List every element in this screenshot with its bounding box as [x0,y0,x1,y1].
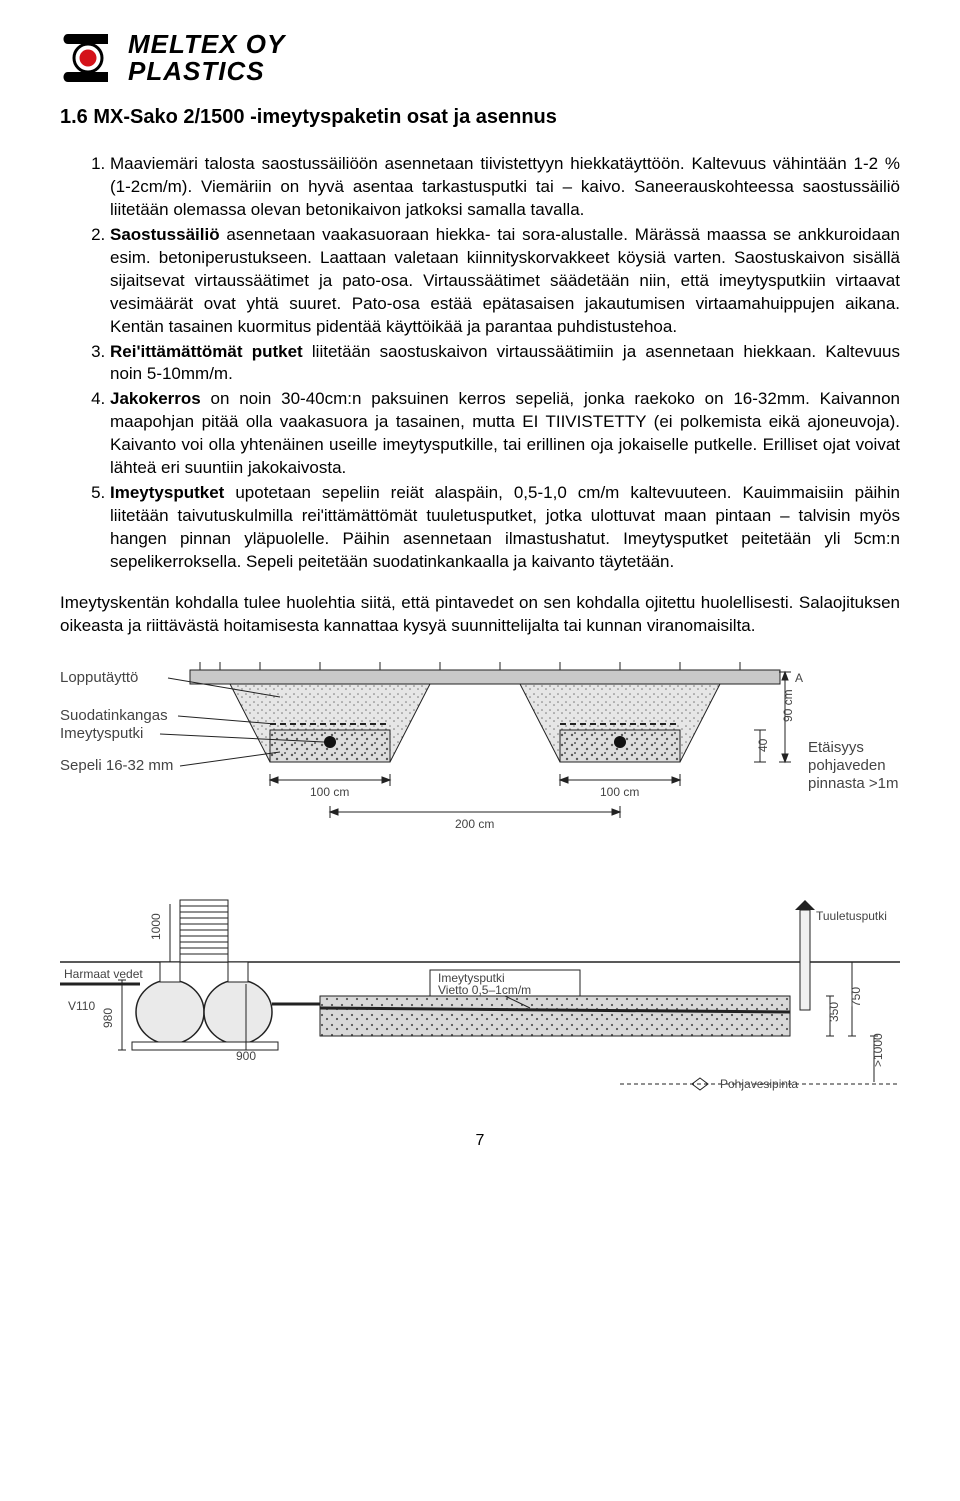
list-item: Imeytysputket upotetaan sepeliin reiät a… [110,482,900,574]
instruction-list: Maaviemäri talosta saostussäiliöön asenn… [60,153,900,574]
d980: 980 [101,1007,115,1027]
diagram-cross-section: Lopputäyttö Suodatinkangas Imeytysputki … [60,652,900,862]
dim-100b: 100 cm [600,785,639,799]
label-vietto: Vietto 0,5–1cm/m [438,983,531,997]
d1000: 1000 [149,913,163,940]
cross-section-svg: Lopputäyttö Suodatinkangas Imeytysputki … [60,652,900,857]
step-lead-bold: Jakokerros [110,389,201,408]
dim-200: 200 cm [455,817,494,831]
document-page: MELTEX OY PLASTICS 1.6 MX-Sako 2/1500 -i… [0,0,960,1180]
d750: 750 [849,986,863,1006]
d1000b: >1000 [871,1033,885,1067]
label-sepeli: Sepeli 16-32 mm [60,757,173,774]
dim-40: 40 [756,738,770,752]
et1: Etäisyys [808,739,864,756]
label-tuuletus: Tuuletusputki [816,909,887,923]
step-text: on noin 30-40cm:n paksuinen kerros sepel… [110,389,900,477]
step-lead-bold: Imeytysputket [110,483,224,502]
closing-paragraph: Imeytyskentän kohdalla tulee huolehtia s… [60,592,900,638]
diagram-side-view: Harmaat vedet V110 980 1000 900 [60,882,900,1102]
dim-90: 90 cm [781,689,795,722]
d350: 350 [827,1001,841,1021]
dim-100a: 100 cm [310,785,349,799]
header-logo: MELTEX OY PLASTICS [60,30,900,86]
step-text: asennetaan vaakasuoraan hiekka- tai sora… [110,225,900,336]
step-text: upotetaan sepeliin reiät alaspäin, 0,5-1… [110,483,900,571]
d900: 900 [236,1049,256,1063]
step-text: Maaviemäri talosta saostussäiliöön asenn… [110,154,900,219]
logo-mark [60,30,116,86]
label-v110: V110 [68,999,95,1013]
section-title: 1.6 MX-Sako 2/1500 -imeytyspaketin osat … [60,106,900,129]
label-suodatinkangas: Suodatinkangas [60,707,168,724]
et3: pinnasta >1m [808,775,898,792]
page-number: 7 [60,1132,900,1150]
et2: pohjaveden [808,757,886,774]
label-imeytysputki: Imeytysputki [60,725,143,742]
label-lopputaytto: Lopputäyttö [60,669,138,686]
label-pohja: Pohjavesipinta [720,1077,798,1091]
side-view-svg: Harmaat vedet V110 980 1000 900 [60,892,900,1097]
step-lead-bold: Saostussäiliö [110,225,220,244]
list-item: Saostussäiliö asennetaan vaakasuoraan hi… [110,224,900,339]
label-harmaat: Harmaat vedet [64,967,143,981]
company-line1: MELTEX OY [128,31,285,58]
company-name: MELTEX OY PLASTICS [128,31,285,86]
logo-icon [60,30,116,86]
step-lead-bold: Rei'ittämättömät putket [110,342,303,361]
list-item: Rei'ittämättömät putket liitetään saostu… [110,341,900,387]
label-A: A [795,671,803,685]
list-item: Maaviemäri talosta saostussäiliöön asenn… [110,153,900,222]
list-item: Jakokerros on noin 30-40cm:n paksuinen k… [110,388,900,480]
company-line2: PLASTICS [128,58,285,85]
